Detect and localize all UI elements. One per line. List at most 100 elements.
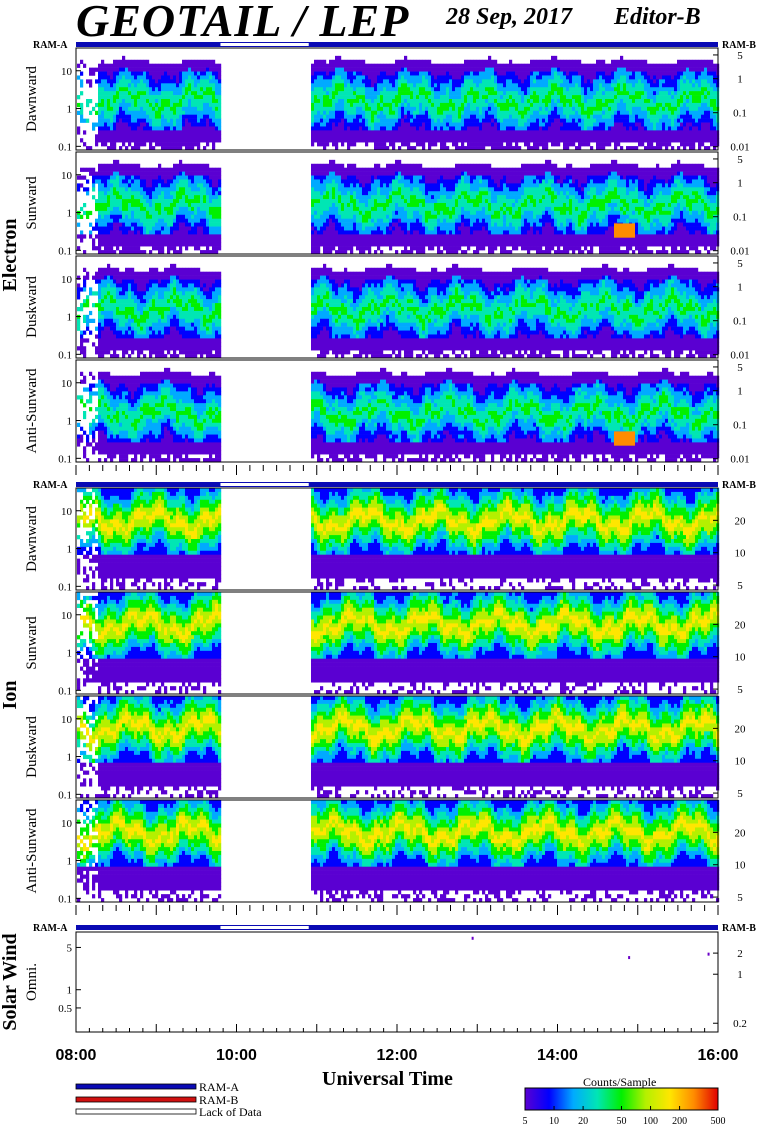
spectrogram-cell: [608, 102, 612, 108]
spectrogram-cell: [506, 138, 510, 143]
spectrogram-cell: [176, 171, 180, 176]
spectrogram-cell: [482, 106, 486, 112]
spectrogram-cell: [122, 91, 126, 96]
spectrogram-cell: [617, 99, 621, 104]
spectrogram-cell: [656, 67, 660, 72]
spectrogram-cell: [146, 210, 150, 216]
lack-of-data-segment: [220, 483, 309, 486]
spectrogram-cell: [107, 246, 111, 251]
spectrogram-cell: [104, 230, 108, 235]
spectrogram-cell: [323, 183, 327, 188]
spectrogram-cell: [515, 130, 519, 135]
spectrogram-cell: [425, 87, 429, 92]
spectrogram-cell: [515, 122, 519, 127]
spectrogram-cell: [560, 130, 564, 135]
spectrogram-cell: [602, 114, 606, 119]
spectrogram-cell: [581, 99, 585, 104]
spectrogram-cell: [551, 55, 555, 61]
spectrogram-cell: [107, 122, 111, 127]
spectrogram-cell: [374, 99, 378, 104]
spectrogram-cell: [128, 106, 132, 112]
spectrogram-cell: [455, 87, 459, 92]
spectrogram-cell: [326, 91, 330, 96]
spectrogram-cell: [317, 79, 321, 84]
spectrogram-cell: [152, 126, 156, 131]
spectrogram-cell: [212, 187, 216, 192]
spectrogram-cell: [203, 83, 207, 88]
spectrogram-cell: [179, 210, 183, 216]
spectrogram-cell: [113, 191, 117, 196]
spectrogram-cell: [518, 130, 522, 135]
spectrogram-cell: [350, 114, 354, 119]
spectrogram-cell: [137, 75, 141, 80]
spectrogram-cell: [359, 79, 363, 84]
spectrogram-cell: [545, 106, 549, 112]
spectrogram-cell: [413, 63, 417, 68]
spectrogram-cell: [185, 83, 189, 88]
spectrogram-cell: [107, 210, 111, 216]
spectrogram-cell: [206, 99, 210, 104]
spectrogram-cell: [173, 99, 177, 104]
spectrogram-cell: [620, 102, 624, 108]
spectrogram-cell: [704, 106, 708, 112]
spectrogram-cell: [548, 102, 552, 108]
spectrogram-cell: [113, 206, 117, 212]
spectrogram-cell: [335, 130, 339, 135]
spectrogram-cell: [629, 83, 633, 88]
spectrogram-cell: [167, 146, 171, 151]
spectrogram-cell: [665, 91, 669, 96]
spectrogram-cell: [206, 167, 210, 172]
spectrogram-cell: [314, 79, 318, 84]
spectrogram-cell: [638, 106, 642, 112]
spectrogram-cell: [515, 146, 519, 151]
spectrogram-cell: [107, 146, 111, 151]
spectrogram-cell: [317, 118, 321, 123]
spectrogram-cell: [215, 199, 219, 204]
spectrogram-cell: [365, 75, 369, 80]
spectrogram-cell: [110, 218, 114, 223]
spectrogram-cell: [626, 114, 630, 119]
spectrogram-cell: [380, 83, 384, 88]
spectrogram-cell: [143, 179, 147, 184]
spectrogram-cell: [554, 83, 558, 88]
spectrogram-cell: [173, 167, 177, 172]
spectrogram-cell: [389, 114, 393, 119]
spectrogram-cell: [455, 75, 459, 80]
spectrogram-cell: [491, 138, 495, 143]
spectrogram-cell: [212, 179, 216, 184]
spectrogram-cell: [485, 99, 489, 104]
spectrogram-cell: [362, 126, 366, 131]
spectrogram-cell: [320, 175, 324, 180]
spectrogram-cell: [338, 83, 342, 88]
spectrogram-cell: [518, 71, 522, 76]
spectrogram-cell: [422, 122, 426, 127]
spectrogram-cell: [491, 79, 495, 84]
spectrogram-cell: [383, 146, 387, 151]
spectrogram-cell: [92, 171, 96, 176]
spectrogram-cell: [197, 91, 201, 96]
spectrogram-cell: [629, 63, 633, 68]
spectrogram-cell: [617, 122, 621, 127]
spectrogram-cell: [359, 110, 363, 115]
spectrogram-cell: [314, 134, 318, 139]
spectrogram-cell: [203, 95, 207, 100]
spectrogram-cell: [482, 67, 486, 72]
spectrogram-cell: [188, 138, 192, 143]
spectrogram-cell: [689, 63, 693, 68]
spectrogram-cell: [485, 71, 489, 76]
spectrogram-cell: [509, 67, 513, 72]
spectrogram-cell: [191, 63, 195, 68]
spectrogram-cell: [176, 126, 180, 131]
spectrogram-cell: [116, 214, 120, 219]
spectrogram-cell: [521, 63, 525, 68]
spectrogram-cell: [170, 130, 174, 135]
spectrogram-cell: [443, 114, 447, 119]
spectrogram-cell: [194, 191, 198, 196]
spectrogram-cell: [215, 238, 219, 243]
spectrogram-cell: [599, 87, 603, 92]
spectrogram-cell: [179, 250, 183, 255]
spectrogram-cell: [167, 122, 171, 127]
spectrogram-cell: [599, 122, 603, 127]
spectrogram-cell: [689, 91, 693, 96]
spectrogram-cell: [428, 75, 432, 80]
